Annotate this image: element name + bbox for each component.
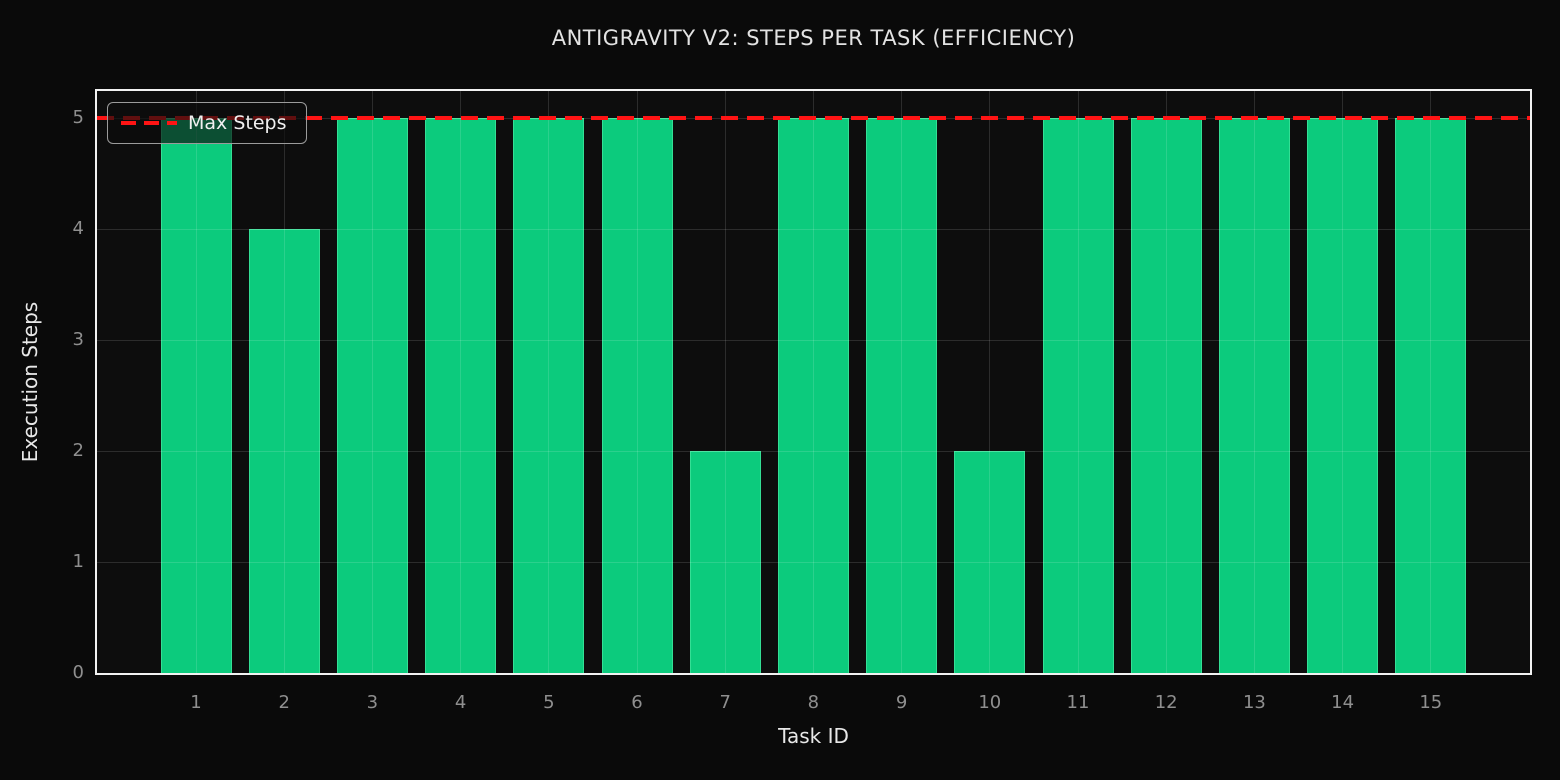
x-tick-label: 1 — [190, 692, 202, 713]
bar-task-1 — [160, 118, 232, 673]
x-tick-label: 13 — [1242, 692, 1266, 713]
max-steps-reference-line — [97, 116, 1530, 120]
bar-task-13 — [1218, 118, 1290, 673]
x-tick-label: 10 — [978, 692, 1002, 713]
x-tick-label: 15 — [1419, 692, 1443, 713]
chart-title: ANTIGRAVITY V2: STEPS PER TASK (EFFICIEN… — [551, 26, 1076, 50]
gridline-vertical — [1253, 91, 1255, 673]
y-tick-label: 1 — [72, 551, 84, 572]
bar-task-11 — [1042, 118, 1114, 673]
bar-task-6 — [601, 118, 673, 673]
bar-task-7 — [689, 451, 761, 673]
gridline-horizontal — [97, 339, 1530, 341]
x-tick-label: 3 — [366, 692, 379, 713]
x-tick-label: 14 — [1331, 692, 1355, 713]
x-tick-label: 7 — [719, 692, 731, 713]
x-tick-label: 2 — [278, 692, 290, 713]
gridline-vertical — [989, 91, 991, 673]
legend-label: Max Steps — [188, 112, 287, 134]
gridline-vertical — [1342, 91, 1344, 673]
gridline-vertical — [371, 91, 373, 673]
bar-task-10 — [954, 451, 1026, 673]
bar-task-5 — [513, 118, 585, 673]
bar-task-15 — [1395, 118, 1467, 673]
gridline-vertical — [195, 91, 197, 673]
y-tick-label: 5 — [72, 107, 84, 128]
gridline-vertical — [636, 91, 638, 673]
gridline-horizontal — [97, 228, 1530, 230]
gridline-vertical — [283, 91, 285, 673]
x-axis-label: Task ID — [778, 724, 849, 748]
gridline-horizontal — [97, 561, 1530, 563]
gridline-vertical — [901, 91, 903, 673]
x-tick-label: 9 — [895, 692, 908, 713]
bar-task-8 — [777, 118, 849, 673]
gridline-vertical — [1165, 91, 1167, 673]
bar-task-3 — [336, 118, 408, 673]
gridline-vertical — [548, 91, 550, 673]
x-tick-label: 6 — [631, 692, 643, 713]
x-tick-label: 8 — [807, 692, 820, 713]
y-tick-label: 0 — [72, 662, 84, 683]
x-tick-label: 5 — [543, 692, 555, 713]
y-tick-label: 4 — [72, 218, 84, 239]
x-tick-label: 4 — [454, 692, 467, 713]
gridline-vertical — [460, 91, 462, 673]
gridline-vertical — [724, 91, 726, 673]
bar-task-12 — [1130, 118, 1202, 673]
plot-area: Max Steps — [95, 89, 1532, 675]
bar-task-4 — [425, 118, 497, 673]
gridline-horizontal — [97, 450, 1530, 452]
legend: Max Steps — [107, 102, 307, 144]
bar-task-14 — [1307, 118, 1379, 673]
y-tick-label: 2 — [72, 440, 84, 461]
bar-task-2 — [248, 229, 320, 673]
x-tick-label: 12 — [1154, 692, 1178, 713]
legend-dashed-line-key — [121, 121, 177, 125]
gridline-vertical — [1430, 91, 1432, 673]
x-tick-label: 11 — [1066, 692, 1090, 713]
bar-task-9 — [866, 118, 938, 673]
gridline-vertical — [812, 91, 814, 673]
y-tick-label: 3 — [72, 329, 84, 350]
gridline-vertical — [1077, 91, 1079, 673]
